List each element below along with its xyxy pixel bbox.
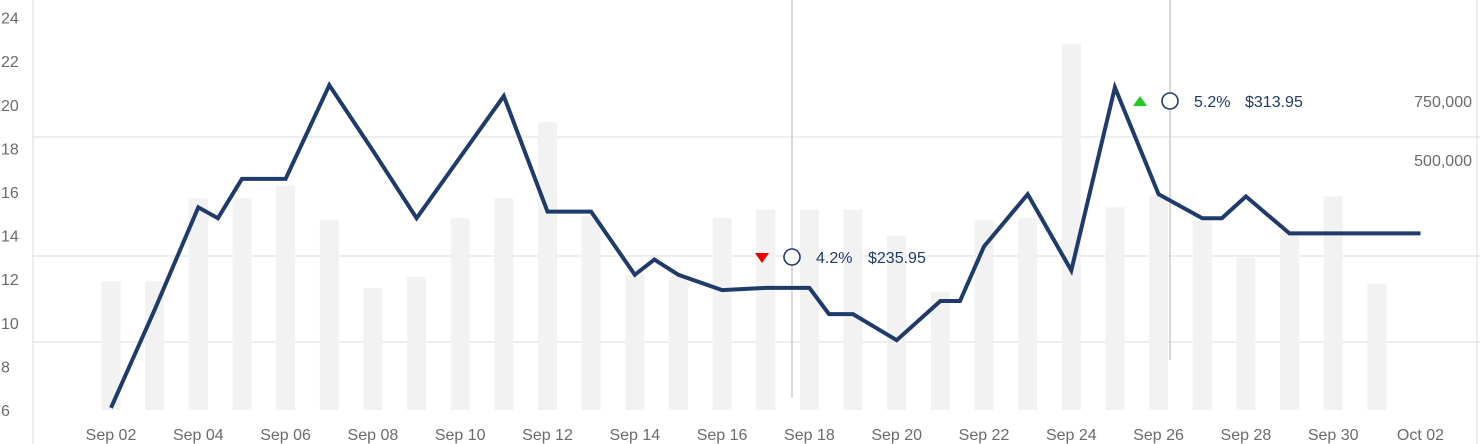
volume-bar [538,122,557,411]
y-tick-label: 14 [1,229,19,246]
volume-bar [450,218,470,410]
volume-bar [1149,196,1169,410]
annotation-down: 4.2% $235.95 [755,248,926,267]
y-tick-label: 16 [1,185,19,202]
y-tick-label: 8 [1,359,10,376]
x-tick-label: Sep 26 [1133,427,1184,444]
volume-bar [494,198,514,410]
y-tick-label: 22 [1,54,19,71]
x-tick-label: Sep 10 [435,427,486,444]
volume-tick-label: 750,000 [1414,94,1472,111]
x-tick-label: Oct 02 [1397,427,1444,444]
volume-bar [188,198,208,410]
y-axis-ticks: 6 8 10 12 14 16 18 20 22 24 [1,11,19,420]
volume-bar [1236,257,1256,410]
x-tick-label: Sep 22 [959,427,1010,444]
marker-circle-icon [1161,92,1179,110]
volume-bar [712,218,732,410]
crosshair-lines [791,0,1171,398]
y-tick-label: 18 [1,141,19,158]
annotation-up: 5.2% $313.95 [1133,92,1303,111]
volume-bar [1018,218,1038,410]
volume-bar [1280,233,1300,410]
marker-circle-icon [783,248,801,266]
volume-bar [363,287,383,410]
x-tick-label: Sep 16 [697,427,748,444]
volume-bar [843,209,863,410]
x-tick-label: Sep 20 [871,427,922,444]
y-tick-label: 24 [1,11,19,28]
volume-bar [407,277,427,410]
volume-bar [101,281,121,410]
x-tick-label: Sep 04 [173,427,224,444]
volume-axis-ticks: 750,000 500,000 [1414,94,1472,170]
annotation-percent: 5.2% [1194,94,1230,111]
y-tick-label: 12 [1,272,19,289]
volume-bar [887,235,907,410]
volume-tick-label: 500,000 [1414,153,1472,170]
up-arrow-icon [1133,96,1147,106]
volume-bar [1061,43,1081,410]
x-axis-ticks: Sep 02 Sep 04 Sep 06 Sep 08 Sep 10 Sep 12 Sep … [86,427,1445,444]
y-tick-label: 10 [1,316,19,333]
volume-bar [319,220,339,410]
volume-bar [799,209,819,410]
volume-bar [1323,196,1343,410]
annotation-price: $235.95 [868,250,926,267]
volume-bar [668,277,688,410]
x-tick-label: Sep 12 [522,427,573,444]
price-line [109,80,1421,409]
annotation-price: $313.95 [1245,94,1303,111]
x-tick-label: Sep 02 [86,427,137,444]
volume-bars [101,43,1387,411]
x-tick-label: Sep 24 [1046,427,1097,444]
x-tick-label: Sep 06 [260,427,311,444]
volume-bar [145,281,165,410]
volume-bar [1105,207,1125,410]
volume-bar [756,209,776,410]
volume-bar [276,185,296,410]
x-tick-label: Sep 14 [609,427,660,444]
down-arrow-icon [755,253,769,263]
volume-bar [1367,283,1387,410]
volume-bar [625,274,645,410]
x-tick-label: Sep 18 [784,427,835,444]
y-tick-label: 20 [1,98,19,115]
y-tick-label: 6 [1,403,10,420]
x-tick-label: Sep 08 [348,427,399,444]
volume-bar [1192,220,1212,410]
volume-bar [232,198,252,410]
annotation-percent: 4.2% [816,250,852,267]
x-tick-label: Sep 28 [1221,427,1272,444]
x-tick-label: Sep 30 [1308,427,1359,444]
volume-bar [581,215,601,410]
volume-bar [974,220,994,410]
volume-bar [930,292,950,410]
